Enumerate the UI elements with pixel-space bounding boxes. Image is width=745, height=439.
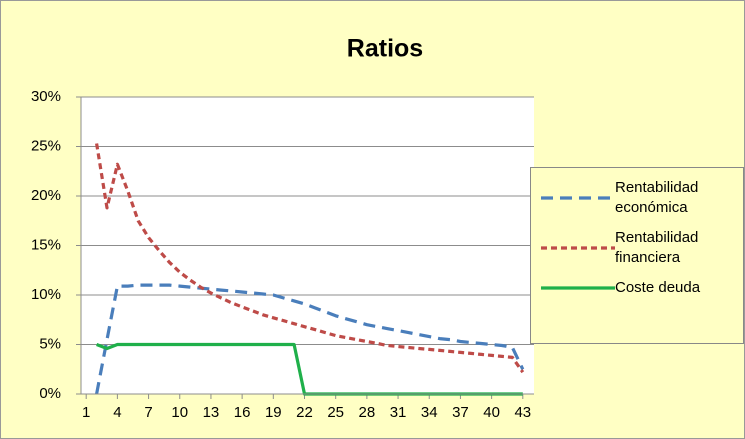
y-tick-label: 10% [31,286,61,303]
legend: Rentabilidad económica Rentabilidad finan… [530,167,744,344]
y-tick-label: 20% [31,187,61,204]
legend-entry: Rentabilidad financiera [535,228,739,268]
y-tick-label: 5% [39,335,61,352]
legend-entry: Coste deuda [535,278,739,298]
chart-title: Ratios [347,35,423,63]
x-tick-label: 22 [296,404,313,421]
legend-swatch [541,246,615,250]
x-tick-label: 16 [234,404,251,421]
legend-label: Rentabilidad económica [615,179,699,216]
legend-label: Coste deuda [615,279,701,296]
x-tick-label: 19 [265,404,282,421]
y-tick-label: 0% [39,385,61,402]
x-tick-label: 40 [483,404,500,421]
x-tick-label: 1 [82,404,90,421]
x-tick-label: 4 [113,404,121,421]
x-tick-label: 7 [144,404,152,421]
x-tick-label: 28 [359,404,376,421]
legend-swatch [541,196,615,200]
x-tick-label: 25 [327,404,344,421]
x-tick-label: 34 [421,404,438,421]
x-tick-label: 31 [390,404,407,421]
legend-entry: Rentabilidad económica [535,178,739,218]
y-tick-label: 25% [31,137,61,154]
legend-swatch [541,286,615,290]
x-tick-label: 37 [452,404,469,421]
y-tick-label: 30% [31,88,61,105]
x-tick-label: 13 [203,404,220,421]
x-tick-label: 10 [171,404,188,421]
series-line [95,283,525,395]
y-tick-label: 15% [31,236,61,253]
legend-label: Rentabilidad financiera [615,229,699,266]
x-tick-label: 43 [514,404,531,421]
series-line [95,143,525,374]
